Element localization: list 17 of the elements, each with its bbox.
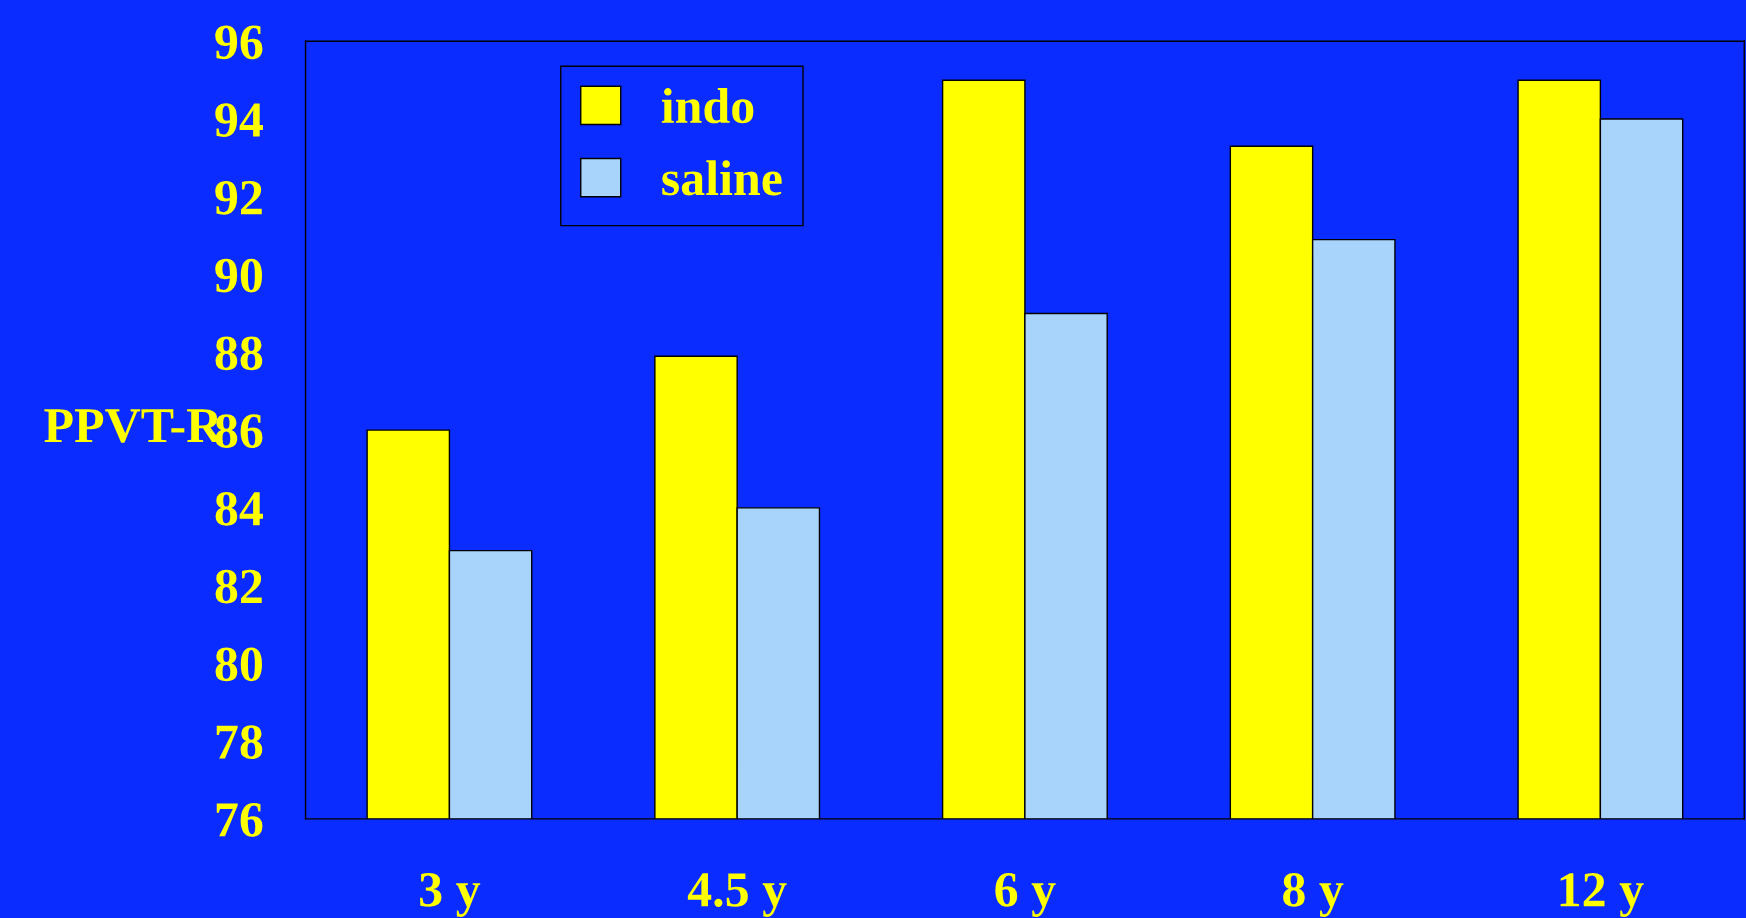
y-tick-label: 84: [215, 491, 263, 526]
y-tick-label: 82: [215, 569, 262, 604]
y-tick-label: 94: [215, 103, 263, 137]
x-tick-label: 3 y: [420, 873, 481, 917]
legend-label: indo: [661, 88, 754, 124]
x-tick-label: 4.5 y: [687, 873, 787, 917]
y-tick-label: 88: [215, 336, 263, 371]
x-tick-label: 6 y: [995, 873, 1056, 917]
y-tick-label: 78: [216, 725, 263, 759]
y-tick-label: 76: [216, 803, 263, 837]
legend-label: saline: [662, 160, 782, 196]
y-tick-label: 96: [215, 25, 263, 60]
x-tick-label: 12 y: [1560, 873, 1644, 917]
y-tick-label: 80: [215, 647, 262, 682]
x-tick-label: 8 y: [1283, 872, 1344, 917]
y-tick-label: 92: [215, 181, 262, 215]
y-tick-label: 90: [215, 258, 262, 293]
